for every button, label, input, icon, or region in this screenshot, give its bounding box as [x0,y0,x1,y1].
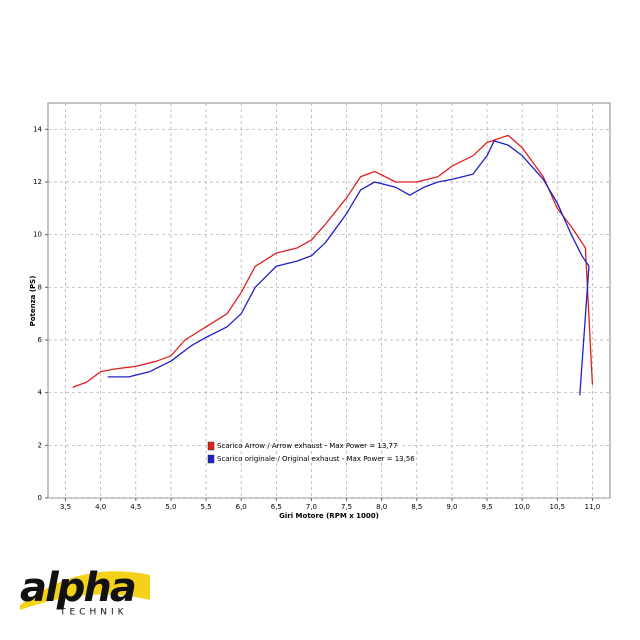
x-tick-label: 7,5 [341,503,352,511]
x-tick-label: 8,0 [376,503,387,511]
x-tick-label: 3,5 [60,503,71,511]
x-tick-label: 8,5 [411,503,422,511]
x-tick-label: 9,0 [446,503,457,511]
x-tick-label: 4,0 [95,503,106,511]
logo-swoosh [20,571,150,610]
y-tick-label: 14 [33,125,42,133]
x-tick-label: 6,5 [271,503,282,511]
x-tick-label: 5,5 [200,503,211,511]
y-axis-label: Potenza (PS) [29,276,37,327]
x-tick-label: 6,0 [236,503,247,511]
x-tick-label: 9,5 [481,503,492,511]
y-tick-label: 0 [38,494,42,502]
y-tick-label: 4 [38,389,43,397]
legend-swatch [207,441,215,451]
series-line [107,140,590,396]
y-tick-label: 2 [38,441,42,449]
legend-label: Scarico originale / Original exhaust - M… [217,455,415,463]
x-tick-label: 5,0 [165,503,176,511]
x-tick-label: 4,5 [130,503,141,511]
y-tick-label: 8 [38,283,42,291]
x-tick-label: 7,0 [306,503,317,511]
series-line [72,134,594,389]
x-axis-label: Giri Motore (RPM x 1000) [279,512,379,520]
x-tick-label: 10,5 [550,503,566,511]
legend-swatch [207,454,215,464]
legend-label: Scarico Arrow / Arrow exhaust - Max Powe… [217,442,397,450]
y-tick-label: 10 [33,231,42,239]
y-tick-label: 6 [38,336,43,344]
logo-subtitle: TECHNIK [59,608,128,618]
logo-name: alpha [20,565,135,611]
y-tick-label: 12 [33,178,42,186]
x-tick-label: 10,0 [514,503,530,511]
x-tick-label: 11,0 [585,503,601,511]
plot-frame [47,102,611,499]
logo: alpha TECHNIK [20,565,150,618]
